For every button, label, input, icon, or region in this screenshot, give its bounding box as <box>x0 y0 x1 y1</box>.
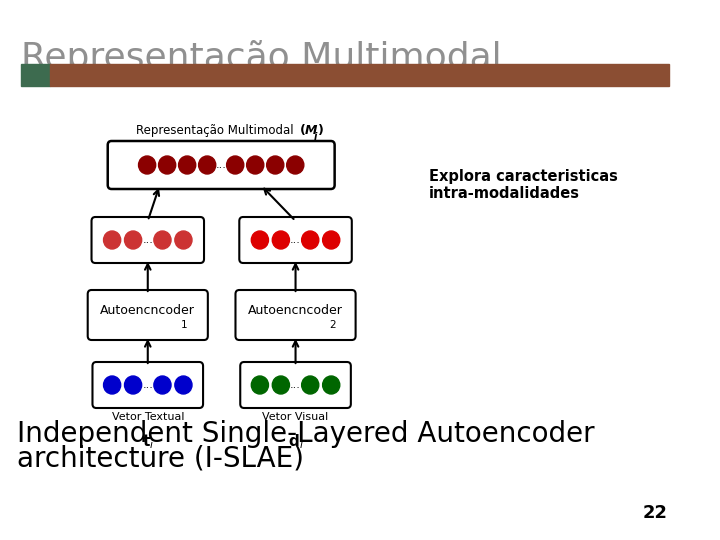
Circle shape <box>287 156 304 174</box>
Circle shape <box>247 156 264 174</box>
Circle shape <box>251 231 269 249</box>
Circle shape <box>272 376 289 394</box>
Circle shape <box>158 156 176 174</box>
Text: Representação Multimodal: Representação Multimodal <box>21 40 502 75</box>
Circle shape <box>323 231 340 249</box>
Circle shape <box>125 376 142 394</box>
Text: ...: ... <box>143 235 153 245</box>
Text: ...: ... <box>143 380 153 390</box>
Circle shape <box>179 156 196 174</box>
Circle shape <box>251 376 269 394</box>
Circle shape <box>272 231 289 249</box>
Text: Vetor Visual: Vetor Visual <box>262 412 328 422</box>
Text: ...: ... <box>290 235 301 245</box>
Circle shape <box>104 231 121 249</box>
Text: Vetor Textual: Vetor Textual <box>112 412 184 422</box>
Text: Autoencncoder: Autoencncoder <box>248 305 343 318</box>
Circle shape <box>302 376 319 394</box>
Circle shape <box>227 156 244 174</box>
FancyBboxPatch shape <box>108 141 335 189</box>
FancyBboxPatch shape <box>240 362 351 408</box>
Circle shape <box>175 376 192 394</box>
Circle shape <box>323 376 340 394</box>
Text: 22: 22 <box>642 504 667 522</box>
Text: $\mathbf{t}$$_i$: $\mathbf{t}$$_i$ <box>142 432 154 451</box>
Circle shape <box>175 231 192 249</box>
Text: Independent Single-Layered Autoencoder: Independent Single-Layered Autoencoder <box>17 420 595 448</box>
Text: i: i <box>314 132 317 142</box>
Circle shape <box>199 156 216 174</box>
Text: Autoencncoder: Autoencncoder <box>100 305 195 318</box>
FancyBboxPatch shape <box>91 217 204 263</box>
Text: ...: ... <box>216 160 227 170</box>
Text: (: ( <box>300 124 306 137</box>
Text: ...: ... <box>290 380 301 390</box>
Circle shape <box>125 231 142 249</box>
Text: ): ) <box>318 124 324 137</box>
Circle shape <box>154 231 171 249</box>
Circle shape <box>104 376 121 394</box>
Text: M: M <box>305 124 318 137</box>
Text: Representação Multimodal: Representação Multimodal <box>136 124 297 137</box>
FancyBboxPatch shape <box>92 362 203 408</box>
Text: $\mathbf{d}$$_i$: $\mathbf{d}$$_i$ <box>287 432 304 451</box>
Bar <box>50 64 670 86</box>
Circle shape <box>302 231 319 249</box>
FancyBboxPatch shape <box>235 290 356 340</box>
FancyBboxPatch shape <box>88 290 208 340</box>
Text: 1: 1 <box>181 320 188 330</box>
Circle shape <box>266 156 284 174</box>
Circle shape <box>138 156 156 174</box>
Text: 2: 2 <box>329 320 336 330</box>
Text: Explora caracteristicas
intra-modalidades: Explora caracteristicas intra-modalidade… <box>429 169 618 201</box>
Circle shape <box>154 376 171 394</box>
Bar <box>21 64 50 86</box>
Text: architecture (I-SLAE): architecture (I-SLAE) <box>17 444 304 472</box>
FancyBboxPatch shape <box>239 217 352 263</box>
